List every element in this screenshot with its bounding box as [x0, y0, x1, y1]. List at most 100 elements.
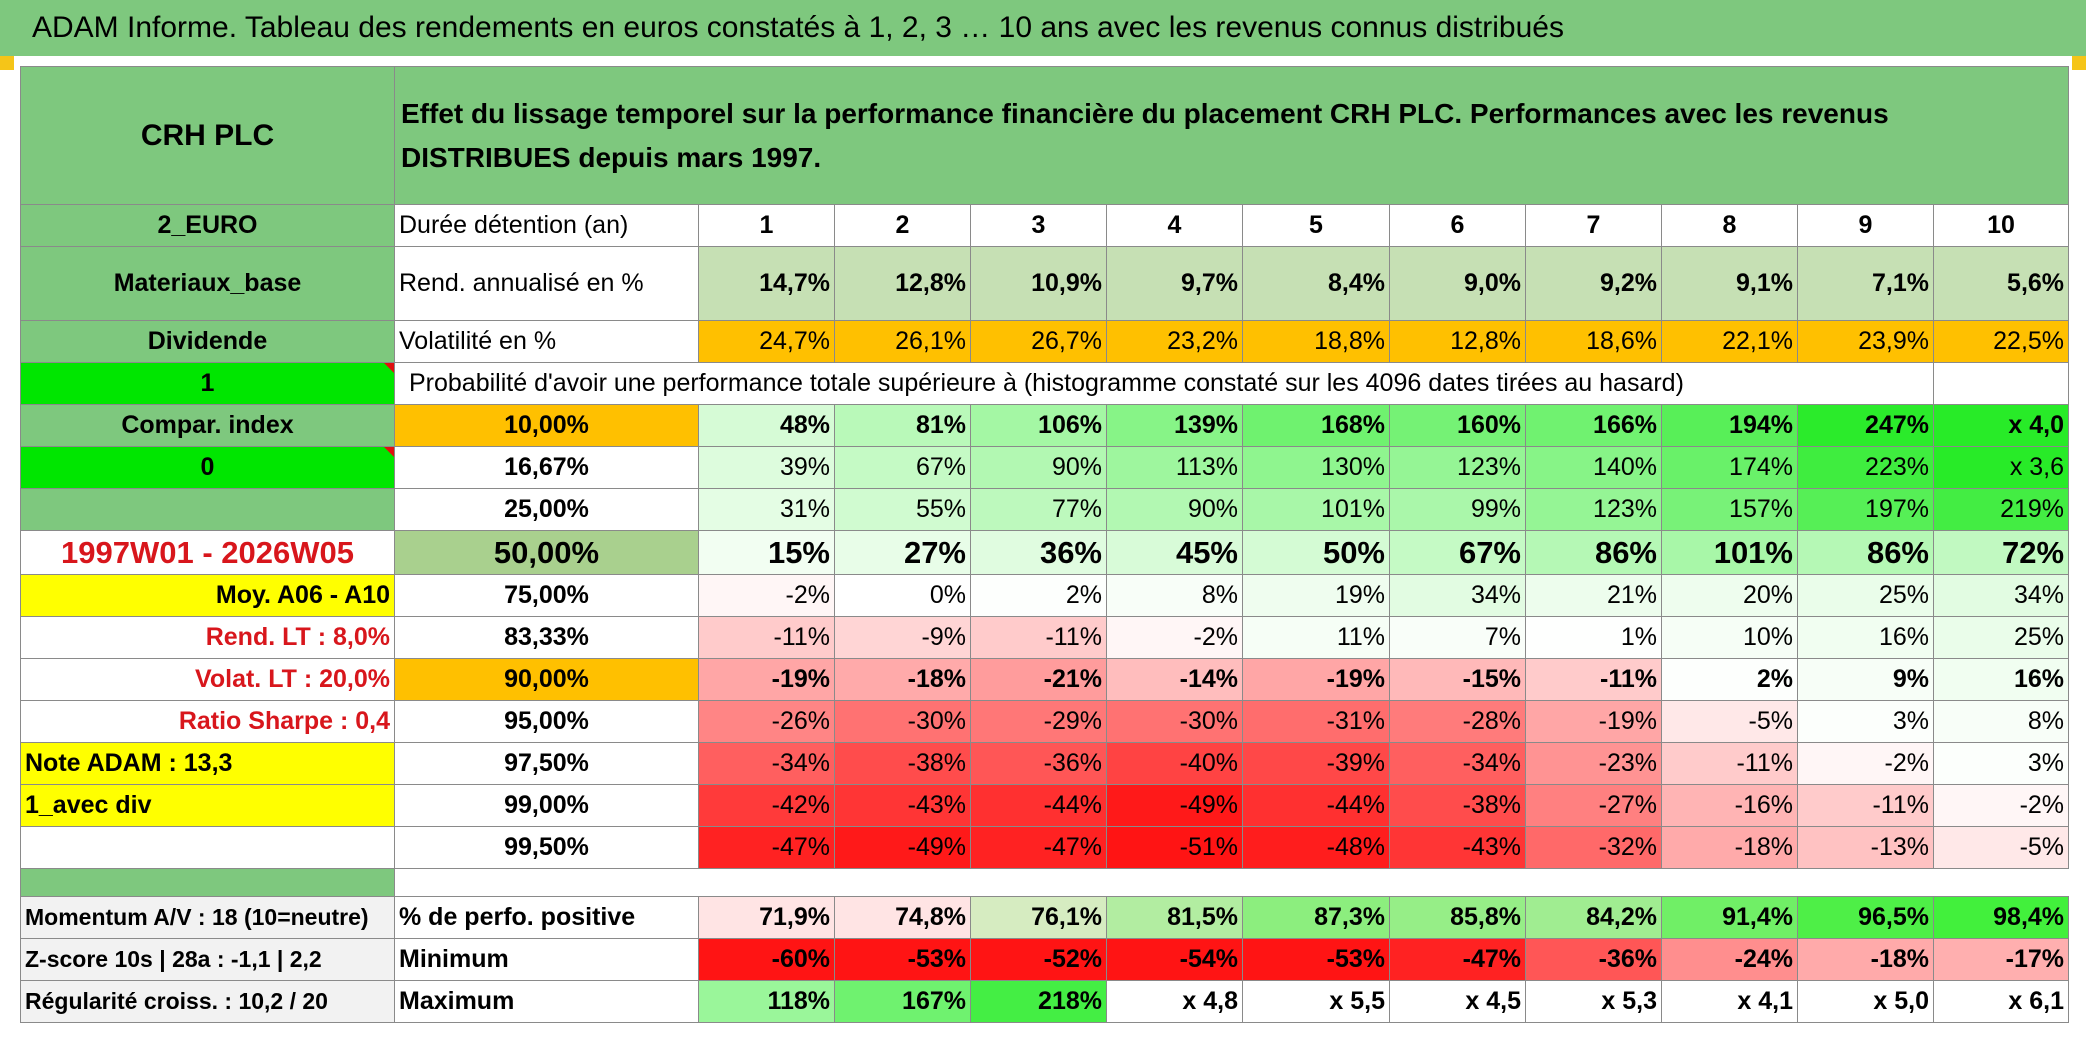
probability-value: 16%	[1797, 616, 1934, 659]
minimum-row: Z-score 10s | 28a : -1,1 | 2,2 Minimum -60…	[20, 938, 2070, 981]
probability-value: -43%	[834, 784, 971, 827]
probability-value: 3%	[1932, 742, 2070, 785]
probability-value: -16%	[1661, 784, 1798, 827]
probability-value: -21%	[970, 658, 1107, 701]
volat-value: 18,8%	[1242, 320, 1390, 363]
probability-value: 15%	[698, 530, 835, 575]
header-row: CRH PLC Effet du lissage temporel sur la…	[20, 66, 2070, 205]
footer-metric: Momentum A/V : 18 (10=neutre)	[20, 896, 395, 939]
note-adam-cell: Note ADAM : 13,3	[20, 742, 395, 785]
probability-value: -11%	[1797, 784, 1934, 827]
avec-div-cell: 1_avec div	[20, 784, 395, 827]
probability-value: 55%	[834, 488, 971, 531]
empty-cell	[1932, 362, 2070, 405]
probability-row: Volat. LT : 20,0% 90,00% -19% -18% -21% -14% -…	[20, 658, 2070, 701]
proba-header-row: 1 Probabilité d'avoir une performance to…	[20, 362, 2070, 405]
rend-value: 9,2%	[1525, 246, 1662, 321]
footer-metric: Régularité croiss. : 10,2 / 20	[20, 980, 395, 1023]
probability-row: 1_avec div 99,00% -42% -43% -44% -49% -44% -38%…	[20, 784, 2070, 827]
probability-value: -49%	[1106, 784, 1243, 827]
probability-row: Rend. LT : 8,0% 83,33% -11% -9% -11% -2% 11% 7%…	[20, 616, 2070, 659]
probability-value: -2%	[1106, 616, 1243, 659]
dividend-cell[interactable]: Dividende	[20, 320, 395, 363]
probability-value: x 3,6	[1932, 446, 2070, 489]
maximum-value: x 4,8	[1106, 980, 1243, 1023]
positive-value: 91,4%	[1661, 896, 1798, 939]
probability-value: -18%	[1661, 826, 1798, 869]
flag-one-cell[interactable]: 1	[20, 362, 395, 405]
year-header: 5	[1242, 204, 1390, 247]
probability-value: 123%	[1525, 488, 1662, 531]
probability-value: -39%	[1242, 742, 1390, 785]
probability-value: -11%	[698, 616, 835, 659]
maximum-value: x 5,0	[1797, 980, 1934, 1023]
probability-value: -42%	[698, 784, 835, 827]
sector-cell[interactable]: Materiaux_base	[20, 246, 395, 321]
probability-threshold: 90,00%	[394, 658, 699, 701]
maximum-value: 118%	[698, 980, 835, 1023]
rend-value: 10,9%	[970, 246, 1107, 321]
volat-row: Dividende Volatilité en % 24,7% 26,1% 26,7…	[20, 320, 2070, 363]
probability-value: 194%	[1661, 404, 1798, 447]
probability-value: -31%	[1242, 700, 1390, 743]
currency-cell[interactable]: 2_EURO	[20, 204, 395, 247]
volat-value: 22,1%	[1661, 320, 1798, 363]
probability-value: -19%	[1525, 700, 1662, 743]
probability-value: -47%	[970, 826, 1107, 869]
probability-value: 168%	[1242, 404, 1390, 447]
asset-name[interactable]: CRH PLC	[20, 66, 395, 205]
volat-lt-cell: Volat. LT : 20,0%	[20, 658, 395, 701]
rend-value: 5,6%	[1932, 246, 2070, 321]
flag-zero-cell[interactable]: 0	[20, 446, 395, 489]
rend-value: 12,8%	[834, 246, 971, 321]
positive-value: 98,4%	[1932, 896, 2070, 939]
duree-label: Durée détention (an)	[394, 204, 699, 247]
maximum-value: x 6,1	[1932, 980, 2070, 1023]
duree-row: 2_EURO Durée détention (an) 1 2 3 4 5 6 7 8 9 10	[20, 204, 2070, 247]
probability-value: -14%	[1106, 658, 1243, 701]
positive-value: 76,1%	[970, 896, 1107, 939]
year-header: 3	[970, 204, 1107, 247]
probability-value: 140%	[1525, 446, 1662, 489]
spacer-row	[20, 868, 2069, 897]
minimum-value: -47%	[1389, 938, 1526, 981]
probability-value: -30%	[834, 700, 971, 743]
probability-value: -38%	[1389, 784, 1526, 827]
probability-value: 25%	[1797, 574, 1934, 617]
probability-row: Note ADAM : 13,3 97,50% -34% -38% -36% -40% -3…	[20, 742, 2070, 785]
probability-value: -32%	[1525, 826, 1662, 869]
probability-value: -51%	[1106, 826, 1243, 869]
volat-value: 26,1%	[834, 320, 971, 363]
rend-label: Rend. annualisé en %	[394, 246, 699, 321]
probability-value: 174%	[1661, 446, 1798, 489]
probability-threshold: 75,00%	[394, 574, 699, 617]
footer-label: Maximum	[394, 980, 699, 1023]
probability-value: 21%	[1525, 574, 1662, 617]
volat-label: Volatilité en %	[394, 320, 699, 363]
blank-green-cell	[20, 488, 395, 531]
probability-threshold: 95,00%	[394, 700, 699, 743]
probability-value: 25%	[1932, 616, 2070, 659]
probability-value: 247%	[1797, 404, 1934, 447]
footer-metric: Z-score 10s | 28a : -1,1 | 2,2	[20, 938, 395, 981]
probability-value: -34%	[1389, 742, 1526, 785]
probability-threshold: 10,00%	[394, 404, 699, 447]
year-header: 8	[1661, 204, 1798, 247]
probability-value: 31%	[698, 488, 835, 531]
maximum-value: x 4,1	[1661, 980, 1798, 1023]
probability-value: 157%	[1661, 488, 1798, 531]
probability-value: 50%	[1242, 530, 1390, 575]
minimum-value: -53%	[1242, 938, 1390, 981]
probability-value: x 4,0	[1932, 404, 2070, 447]
probability-value: -48%	[1242, 826, 1390, 869]
probability-value: -49%	[834, 826, 971, 869]
probability-value: 8%	[1932, 700, 2070, 743]
probability-value: 72%	[1932, 530, 2070, 575]
probability-value: 34%	[1932, 574, 2070, 617]
positive-value: 71,9%	[698, 896, 835, 939]
compar-index-cell[interactable]: Compar. index	[20, 404, 395, 447]
probability-value: -36%	[970, 742, 1107, 785]
rend-value: 14,7%	[698, 246, 835, 321]
probability-row: Moy. A06 - A10 75,00% -2% 0% 2% 8% 19% 34% 21% 20…	[20, 574, 2070, 617]
performance-table: CRH PLC Effet du lissage temporel sur la…	[20, 66, 2070, 1023]
